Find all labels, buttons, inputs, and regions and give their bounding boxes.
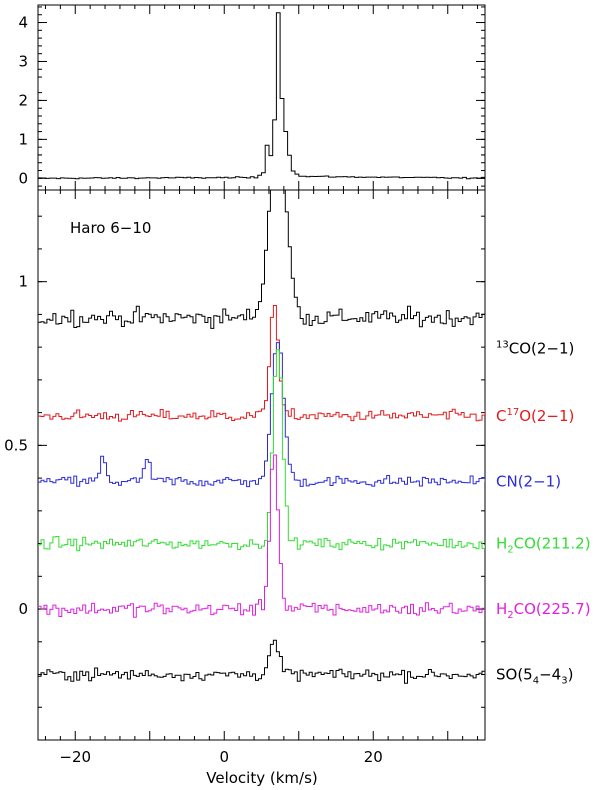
top-ytick-label: 0 bbox=[18, 169, 28, 187]
bottom-panel: −20 0 20 0 0.5 1 bbox=[4, 189, 486, 766]
haro-annotation: Haro 6−10 bbox=[70, 219, 151, 237]
top-frame bbox=[37, 4, 486, 191]
series-line-5 bbox=[38, 639, 485, 684]
bottom-xtick-label: 0 bbox=[219, 748, 229, 766]
top-panel: 0 1 2 3 4 bbox=[18, 4, 486, 191]
series-line-2 bbox=[38, 342, 485, 488]
series-line-4 bbox=[38, 454, 485, 618]
series-line-1 bbox=[38, 305, 485, 422]
top-ytick-label: 3 bbox=[18, 52, 28, 70]
top-ytick-label: 2 bbox=[18, 91, 28, 109]
top-spectrum-line bbox=[38, 12, 486, 180]
bottom-ytick-label: 0.5 bbox=[4, 436, 28, 454]
series-label-2: CN(2−1) bbox=[496, 472, 561, 490]
bottom-ytick-label: 1 bbox=[18, 273, 28, 291]
series-label-0: 13CO(2−1) bbox=[496, 340, 574, 358]
bottom-frame bbox=[37, 189, 486, 741]
series-label-3: H2CO(211.2) bbox=[496, 535, 591, 556]
bottom-xtick-label: 20 bbox=[364, 748, 383, 766]
series-line-3 bbox=[38, 349, 485, 552]
bottom-xtick-label: −20 bbox=[59, 748, 91, 766]
series-label-1: C17O(2−1) bbox=[496, 407, 574, 425]
series-label-5: SO(54−43) bbox=[496, 666, 573, 687]
bottom-ytick-label: 0 bbox=[18, 600, 28, 618]
top-ytick-label: 1 bbox=[18, 130, 28, 148]
top-ytick-label: 4 bbox=[18, 14, 28, 32]
series-line-0 bbox=[38, 190, 485, 329]
series-label-4: H2CO(225.7) bbox=[496, 600, 591, 621]
x-axis-label: Velocity (km/s) bbox=[206, 769, 317, 787]
